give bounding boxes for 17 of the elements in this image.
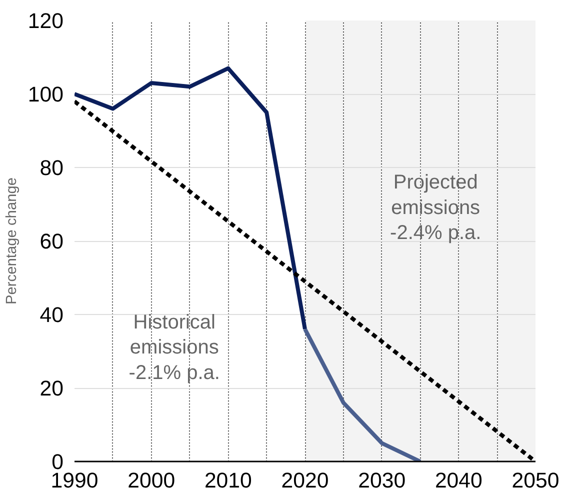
y-tick-label: 20 bbox=[40, 376, 64, 400]
annotation: Projected emissions -2.4% p.a. bbox=[390, 172, 482, 244]
y-tick-label: 100 bbox=[28, 82, 64, 106]
y-tick-label: 80 bbox=[40, 156, 64, 180]
x-tick-label: 2010 bbox=[204, 468, 252, 492]
y-tick-label: 60 bbox=[40, 230, 64, 254]
x-tick-label: 2020 bbox=[281, 468, 329, 492]
y-tick-label: 40 bbox=[40, 303, 64, 327]
x-tick-label: 2050 bbox=[512, 468, 560, 492]
line-series bbox=[74, 66, 307, 332]
line-series bbox=[303, 327, 422, 462]
annotation: Historical emissions -2.1% p.a. bbox=[128, 311, 220, 384]
x-tick-label: 2000 bbox=[128, 468, 176, 492]
x-tick-label: 2040 bbox=[434, 468, 483, 492]
x-tick-label: 2030 bbox=[358, 468, 406, 492]
y-tick-label: 120 bbox=[28, 9, 64, 33]
y-axis-title: Percentage change bbox=[4, 177, 20, 305]
